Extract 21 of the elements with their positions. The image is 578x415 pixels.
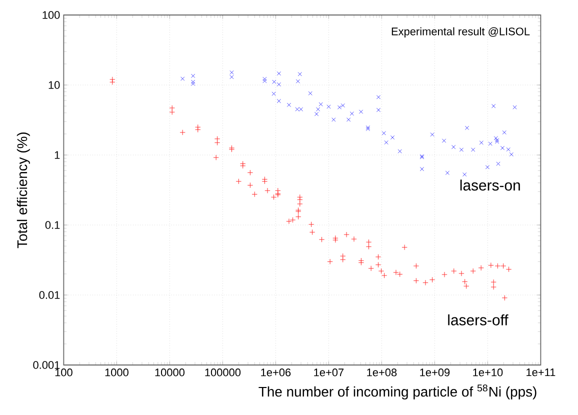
y-tick-label: 0.001 bbox=[33, 361, 60, 369]
x-axis-title: The number of incoming particle of $^{58}$Ni (pps) bbox=[258, 384, 536, 400]
x-tick-label: 1e+09 bbox=[420, 368, 450, 376]
series-label: lasers-off bbox=[448, 314, 508, 326]
annotation: Experimental result @LISOL bbox=[392, 27, 530, 38]
y-tick-label: 10 bbox=[48, 81, 60, 89]
x-tick-label: 1e+06 bbox=[261, 368, 291, 376]
series-label: lasers-on bbox=[460, 180, 520, 191]
x-tick-label: 100000 bbox=[205, 368, 241, 376]
x-tick-label: 100 bbox=[55, 368, 72, 376]
x-tick-label: 1e+10 bbox=[473, 368, 503, 376]
x-tick-label: 1e+11 bbox=[526, 368, 556, 376]
x-tick-label: 1e+07 bbox=[314, 368, 344, 376]
y-tick-label: 0.1 bbox=[45, 221, 60, 229]
y-tick-label: 100 bbox=[42, 11, 60, 19]
x-tick-label: 1000 bbox=[105, 368, 128, 376]
y-axis-title: Total efficiency (%) bbox=[16, 132, 30, 248]
x-tick-label: 10000 bbox=[155, 368, 184, 376]
y-tick-label: 1 bbox=[54, 151, 60, 159]
x-tick-label: 1e+08 bbox=[367, 368, 397, 376]
y-tick-label: 0.01 bbox=[39, 291, 60, 299]
